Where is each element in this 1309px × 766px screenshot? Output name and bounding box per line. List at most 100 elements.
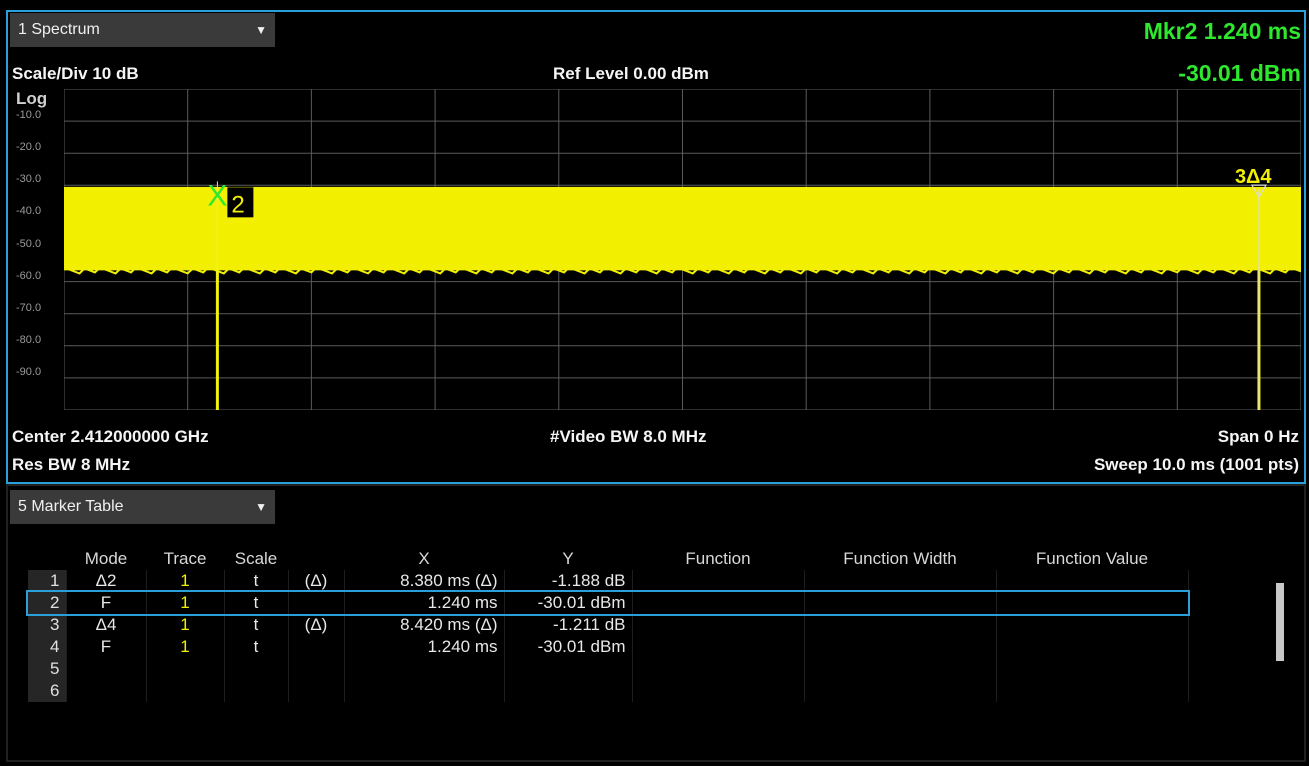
res-bw-label: Res BW 8 MHz [12, 455, 131, 474]
cell-delta [288, 592, 345, 614]
cell-y [504, 658, 633, 680]
span-label: Span 0 Hz [1217, 427, 1299, 446]
sweep-label: Sweep 10.0 ms (1001 pts) [1093, 455, 1299, 474]
y-tick-label: -50.0 [16, 237, 42, 250]
cell-delta: (Δ) [288, 614, 345, 636]
cell-function-value [996, 570, 1189, 592]
row-number: 4 [28, 636, 67, 658]
trace-noise-edge [64, 266, 1301, 275]
cell-scale: t [224, 570, 289, 592]
cell-function [632, 570, 805, 592]
cell-delta [288, 658, 345, 680]
chevron-down-icon: ▼ [255, 500, 267, 514]
cell-x: 8.380 ms (Δ) [344, 570, 505, 592]
row-number: 5 [28, 658, 67, 680]
scale-div-label: Scale/Div 10 dB [12, 64, 139, 83]
cell-delta: (Δ) [288, 570, 345, 592]
chevron-down-icon: ▼ [255, 23, 267, 37]
cell-y: -30.01 dBm [504, 636, 633, 658]
cell-x: 1.240 ms [344, 592, 505, 614]
cell-trace: 1 [146, 614, 225, 636]
cell-x: 8.420 ms (Δ) [344, 614, 505, 636]
marker-readout-level: -30.01 dBm [1178, 60, 1301, 86]
cell-function-value [996, 592, 1189, 614]
y-tick-label: -40.0 [16, 205, 42, 218]
cell-trace [146, 658, 225, 680]
cell-delta [288, 636, 345, 658]
row-number: 6 [28, 680, 67, 702]
row-number: 2 [28, 592, 67, 614]
marker-34-triangle [1250, 184, 1267, 199]
cell-function-value [996, 636, 1189, 658]
table-row[interactable]: 4 F 1 t 1.240 ms -30.01 dBm [28, 636, 1189, 658]
col-function: Function [685, 549, 751, 568]
cell-mode: F [66, 636, 147, 658]
spectrum-view-dropdown[interactable]: 1 Spectrum ▼ [10, 13, 275, 47]
cell-y: -1.188 dB [504, 570, 633, 592]
col-mode: Mode [84, 549, 128, 568]
cell-trace [146, 680, 225, 702]
y-tick-label: -80.0 [16, 333, 42, 346]
table-row[interactable]: 3 Δ4 1 t (Δ) 8.420 ms (Δ) -1.211 dB [28, 614, 1189, 636]
cell-mode: Δ2 [66, 570, 147, 592]
cell-function [632, 592, 805, 614]
cell-function [632, 680, 805, 702]
table-row[interactable]: 2 F 1 t 1.240 ms -30.01 dBm [26, 590, 1190, 616]
y-tick-label: -70.0 [16, 301, 42, 314]
y-tick-label: -10.0 [16, 109, 42, 122]
cell-mode: Δ4 [66, 614, 147, 636]
cell-trace: 1 [146, 636, 225, 658]
trace-noise-band [64, 186, 1301, 271]
col-trace: Trace [163, 549, 207, 568]
col-delta [288, 548, 344, 570]
col-scale: Scale [234, 549, 278, 568]
cell-function-width [804, 680, 997, 702]
marker-table-dropdown[interactable]: 5 Marker Table ▼ [10, 490, 275, 524]
marker-2-symbol: X [207, 179, 227, 212]
marker-readout-time: Mkr2 1.240 ms [1143, 18, 1301, 44]
log-scale-label: Log [16, 89, 48, 108]
spectrum-graticule[interactable]: X 2 3Δ4 [64, 89, 1301, 410]
y-tick-label: -60.0 [16, 269, 42, 282]
cell-y: -30.01 dBm [504, 592, 633, 614]
cell-function [632, 636, 805, 658]
cell-y [504, 680, 633, 702]
cell-function-value [996, 658, 1189, 680]
cell-x: 1.240 ms [344, 636, 505, 658]
cell-scale [224, 680, 289, 702]
marker-2-label-box [227, 187, 254, 218]
col-function-width: Function Width [843, 549, 957, 568]
col-y: Y [562, 549, 574, 568]
cell-trace: 1 [146, 592, 225, 614]
cell-mode [66, 658, 147, 680]
marker-table-header: Mode Trace Scale X Y Function Function W… [28, 548, 1188, 570]
row-number: 1 [28, 570, 67, 592]
marker-table-menu-label: 5 Marker Table [18, 498, 124, 515]
cell-function-width [804, 658, 997, 680]
center-freq-label: Center 2.412000000 GHz [12, 427, 209, 446]
cell-mode: F [66, 592, 147, 614]
cell-function-width [804, 592, 997, 614]
cell-scale: t [224, 636, 289, 658]
y-tick-label: -90.0 [16, 365, 42, 378]
cell-scale: t [224, 592, 289, 614]
cell-scale: t [224, 614, 289, 636]
table-row[interactable]: 5 [28, 658, 1189, 680]
table-row[interactable]: 1 Δ2 1 t (Δ) 8.380 ms (Δ) -1.188 dB [28, 570, 1189, 592]
marker-34-label: 3Δ4 [1235, 166, 1272, 188]
table-row[interactable]: 6 [28, 680, 1189, 702]
cell-mode [66, 680, 147, 702]
cell-function-width [804, 614, 997, 636]
cell-function-value [996, 614, 1189, 636]
cell-trace: 1 [146, 570, 225, 592]
y-tick-label: -30.0 [16, 173, 42, 186]
cell-function-value [996, 680, 1189, 702]
cell-function [632, 614, 805, 636]
col-function-value: Function Value [1035, 549, 1149, 568]
y-tick-label: -20.0 [16, 141, 42, 154]
table-scrollbar[interactable] [1276, 583, 1284, 661]
video-bw-label: #Video BW 8.0 MHz [550, 427, 707, 446]
col-x: X [418, 549, 430, 568]
cell-function-width [804, 636, 997, 658]
cell-x [344, 658, 505, 680]
